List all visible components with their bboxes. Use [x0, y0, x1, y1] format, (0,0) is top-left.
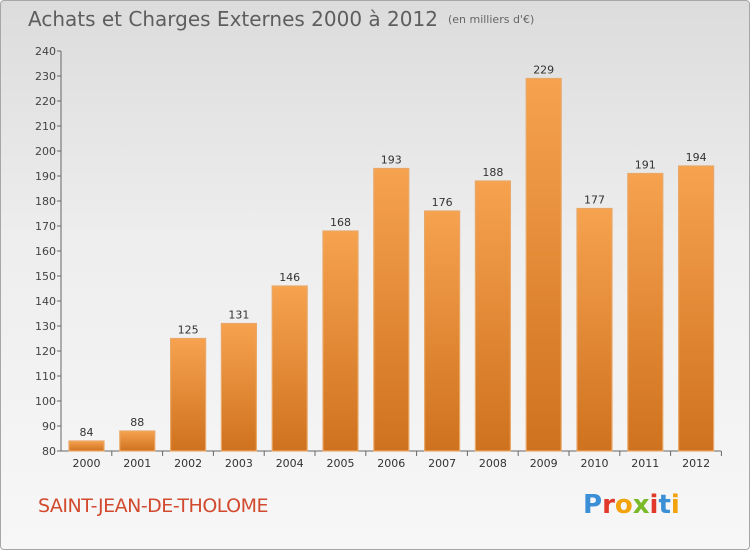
- y-tick-label: 130: [35, 320, 56, 333]
- x-tick-label-2008: 2008: [479, 457, 507, 470]
- x-tick-label-2001: 2001: [123, 457, 151, 470]
- logo-letter: o: [614, 490, 633, 520]
- x-tick-label-2000: 2000: [73, 457, 101, 470]
- chart-data-labels: 84 88 125 131 146 168 193 176 188 229 177 191 194: [80, 64, 707, 440]
- x-tick-label-2010: 2010: [581, 457, 609, 470]
- bar-2000: [68, 440, 105, 452]
- chart-axes: 80 90 100 110 120 130 140 150 160 170 180 190 200 210…: [35, 45, 722, 470]
- x-tick-label-2011: 2011: [631, 457, 659, 470]
- y-tick-label: 180: [35, 195, 56, 208]
- data-label-2005: 168: [330, 216, 351, 229]
- data-label-2006: 193: [381, 154, 402, 167]
- x-tick-label-2002: 2002: [174, 457, 202, 470]
- x-tick-label-2003: 2003: [225, 457, 253, 470]
- y-tick-label: 230: [35, 70, 56, 83]
- bar-2004: [271, 285, 308, 452]
- bar-2005: [322, 230, 359, 452]
- y-tick-label: 160: [35, 245, 56, 258]
- logo-letter: i: [649, 490, 659, 520]
- data-label-2010: 177: [584, 194, 605, 207]
- chart-title-text: Achats et Charges Externes 2000 à 2012: [28, 7, 438, 31]
- chart-bars: [68, 77, 715, 452]
- logo-letter: i: [670, 490, 680, 520]
- y-tick-label: 190: [35, 170, 56, 183]
- y-tick-label: 170: [35, 220, 56, 233]
- y-tick-label: 120: [35, 345, 56, 358]
- chart-unit: (en milliers d'€): [447, 13, 535, 26]
- y-tick-label: 140: [35, 295, 56, 308]
- data-label-2008: 188: [482, 166, 503, 179]
- bar-2011: [627, 172, 664, 452]
- logo-letter: r: [602, 490, 615, 520]
- bar-2002: [170, 337, 207, 452]
- bar-2006: [373, 167, 410, 452]
- data-label-2004: 146: [279, 271, 300, 284]
- logo-letter: t: [658, 490, 671, 520]
- bar-2009: [525, 77, 562, 452]
- x-tick-label-2012: 2012: [682, 457, 710, 470]
- x-tick-label-2005: 2005: [327, 457, 355, 470]
- y-tick-label: 220: [35, 95, 56, 108]
- y-tick-label: 110: [35, 370, 56, 383]
- x-tick-label-2007: 2007: [428, 457, 456, 470]
- commune-name: SAINT-JEAN-DE-THOLOME: [38, 495, 269, 517]
- y-tick-label: 240: [35, 45, 56, 58]
- x-tick-label-2009: 2009: [530, 457, 558, 470]
- x-tick-label-2006: 2006: [377, 457, 405, 470]
- bar-2008: [474, 180, 511, 452]
- bar-2003: [220, 322, 257, 452]
- data-label-2001: 88: [130, 416, 144, 429]
- data-label-2000: 84: [80, 426, 94, 439]
- y-tick-label: 210: [35, 120, 56, 133]
- chart-title: Achats et Charges Externes 2000 à 2012 (e…: [28, 7, 534, 31]
- x-tick-label-2004: 2004: [276, 457, 304, 470]
- data-label-2002: 125: [178, 324, 199, 337]
- data-label-2007: 176: [432, 196, 453, 209]
- data-label-2009: 229: [533, 64, 554, 77]
- logo-letter: x: [632, 490, 650, 520]
- bar-2010: [576, 207, 613, 452]
- y-tick-label: 80: [42, 445, 56, 458]
- y-tick-label: 150: [35, 270, 56, 283]
- logo-letter: P: [583, 490, 603, 520]
- data-label-2011: 191: [635, 159, 656, 172]
- y-tick-label: 200: [35, 145, 56, 158]
- bar-2001: [119, 430, 156, 452]
- y-tick-label: 100: [35, 395, 56, 408]
- bar-2012: [677, 165, 715, 452]
- data-label-2012: 194: [686, 151, 707, 164]
- bar-2007: [424, 210, 461, 452]
- proxiti-logo: Proxiti: [583, 490, 680, 520]
- y-tick-label: 90: [42, 420, 56, 433]
- data-label-2003: 131: [228, 309, 249, 322]
